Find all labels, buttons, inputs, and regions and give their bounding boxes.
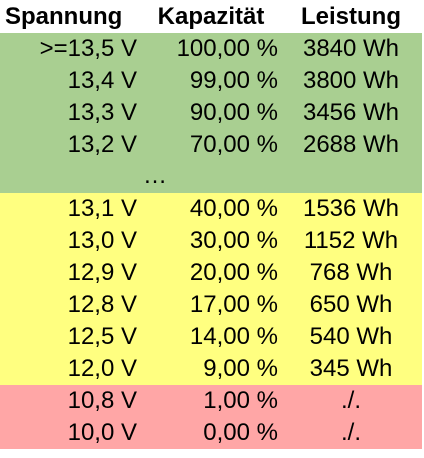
table-row: 13,4 V 99,00 % 3800 Wh	[0, 65, 422, 97]
table-cell: ./.	[340, 419, 361, 446]
table-row: 12,0 V 9,00 % 345 Wh	[0, 353, 422, 385]
table-cell: 20,00 %	[189, 259, 278, 286]
table-cell: 10,0 V	[67, 419, 137, 446]
table-row: …	[0, 161, 422, 193]
table-row: 13,3 V 90,00 % 3456 Wh	[0, 97, 422, 129]
table-cell: ./.	[340, 387, 361, 414]
table-cell: 99,00 %	[189, 67, 278, 94]
header-cell: Kapazität	[157, 3, 265, 30]
table-cell: >=13,5 V	[39, 35, 137, 62]
table-row: 12,8 V 17,00 % 650 Wh	[0, 289, 422, 321]
table-cell: 40,00 %	[189, 195, 278, 222]
table-row: >=13,5 V 100,00 % 3840 Wh	[0, 33, 422, 65]
table-cell: 12,9 V	[67, 259, 137, 286]
table-cell: 30,00 %	[189, 227, 278, 254]
table-cell: 3800 Wh	[302, 67, 400, 94]
table-cell: 0,00 %	[203, 419, 278, 446]
table-cell: 1152 Wh	[303, 227, 399, 254]
table-cell: 2688 Wh	[302, 131, 400, 158]
table-row: 10,0 V 0,00 % ./.	[0, 417, 422, 449]
table-row: 13,2 V 70,00 % 2688 Wh	[0, 129, 422, 161]
table-cell: 90,00 %	[189, 99, 278, 126]
table-cell: 540 Wh	[309, 323, 393, 350]
table-cell: 9,00 %	[203, 355, 278, 382]
ellipsis-cell: …	[143, 162, 167, 189]
table-cell: 345 Wh	[309, 355, 393, 382]
table-cell: 100,00 %	[176, 35, 278, 62]
table-cell: 1,00 %	[203, 387, 278, 414]
table-cell: 13,2 V	[67, 131, 137, 158]
table-cell: 12,0 V	[67, 355, 137, 382]
table-row: 10,8 V 1,00 % ./.	[0, 385, 422, 417]
table-cell: 1536 Wh	[302, 195, 400, 222]
header-cell: Leistung	[301, 3, 401, 30]
header-cell: Spannung	[5, 3, 123, 30]
table-cell: 13,0 V	[67, 227, 137, 254]
table-cell: 768 Wh	[309, 259, 393, 286]
table-row: 12,9 V 20,00 % 768 Wh	[0, 257, 422, 289]
table-cell: 650 Wh	[309, 291, 393, 318]
table-cell: 13,1 V	[67, 195, 137, 222]
table-cell: 3840 Wh	[302, 35, 400, 62]
table-cell: 3456 Wh	[302, 99, 400, 126]
table-cell: 13,3 V	[67, 99, 137, 126]
table-cell: 12,8 V	[67, 291, 137, 318]
table-cell: 70,00 %	[189, 131, 278, 158]
table-cell: 12,5 V	[67, 323, 137, 350]
table-row: 12,5 V 14,00 % 540 Wh	[0, 321, 422, 353]
table-row: 13,0 V 30,00 % 1152 Wh	[0, 225, 422, 257]
table-cell: 17,00 %	[189, 291, 278, 318]
table-cell: 10,8 V	[67, 387, 137, 414]
table-cell: 13,4 V	[67, 67, 137, 94]
table-row: 13,1 V 40,00 % 1536 Wh	[0, 193, 422, 225]
table-cell: 14,00 %	[189, 323, 278, 350]
header-row: Spannung Kapazität Leistung	[0, 1, 422, 33]
